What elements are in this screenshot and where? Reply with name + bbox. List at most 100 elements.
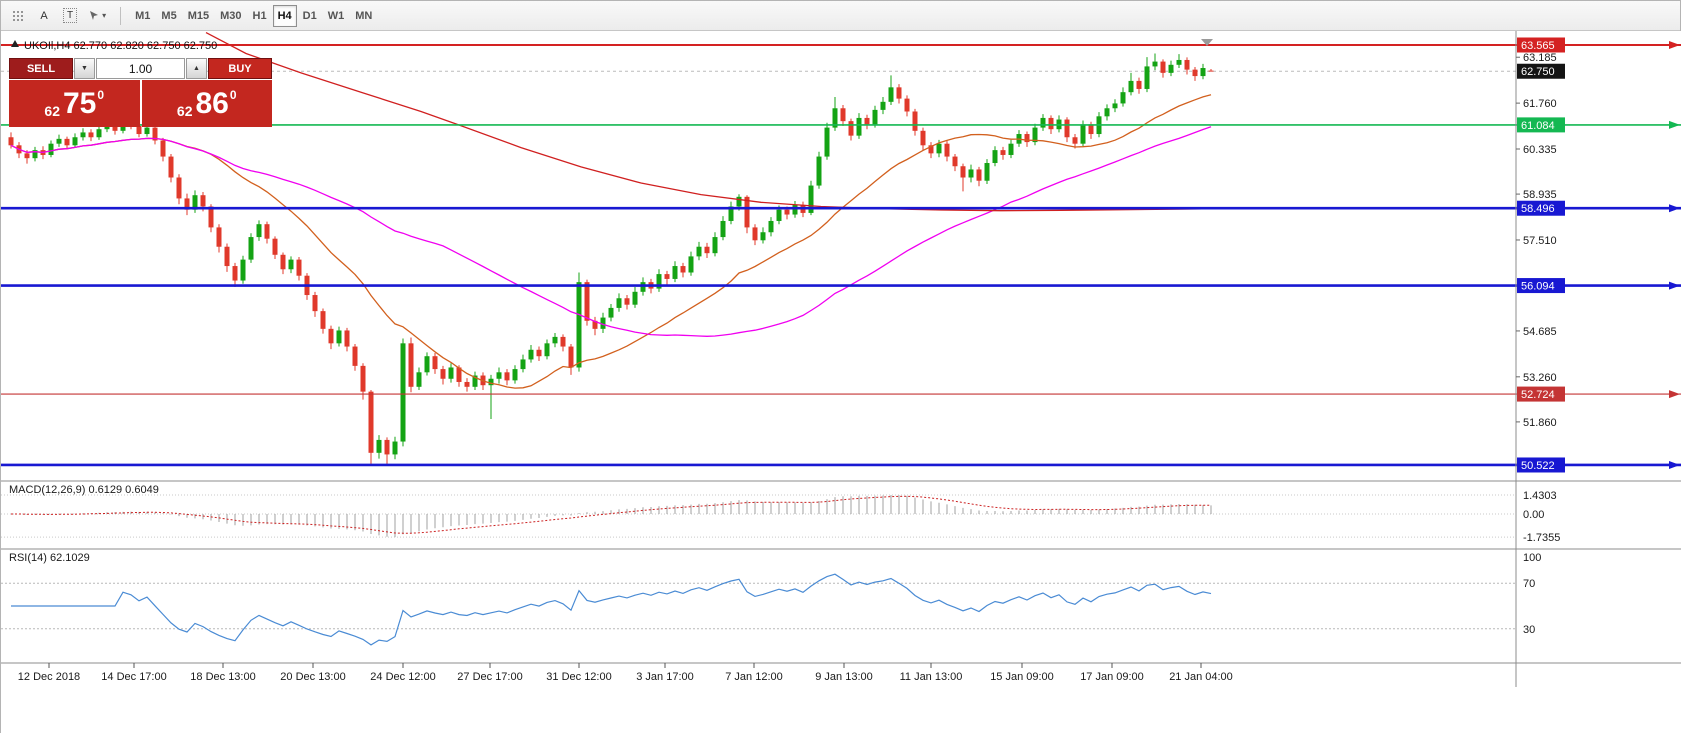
svg-text:52.724: 52.724 xyxy=(1521,389,1555,401)
price-badge-62.750: 62.750 xyxy=(1517,63,1565,79)
hline-edge-marker xyxy=(1669,120,1680,129)
hline-edge-marker xyxy=(1669,204,1680,213)
cursor-shape-icon xyxy=(90,11,99,20)
macd-scale-min: -1.7355 xyxy=(1523,532,1560,544)
time-axis-label: 7 Jan 12:00 xyxy=(725,671,783,683)
time-axis-label: 18 Dec 13:00 xyxy=(190,671,255,683)
timeframe-button-M1[interactable]: M1 xyxy=(130,5,155,27)
candles-layer xyxy=(8,53,1214,466)
shapes-dropdown-button[interactable]: ▾ xyxy=(84,5,111,27)
hline-edge-marker xyxy=(1669,281,1680,290)
symbol-marker-icon xyxy=(11,40,19,47)
timeframe-button-H4[interactable]: H4 xyxy=(272,4,297,27)
chart-canvas[interactable]: 63.185 61.760 60.335 58.935 57.510 54.685 53.2… xyxy=(1,31,1681,733)
time-axis-label: 27 Dec 17:00 xyxy=(457,671,522,683)
caret-up-icon: ▲ xyxy=(193,65,200,72)
timeframe-button-W1[interactable]: W1 xyxy=(323,5,350,27)
dots-grid-icon xyxy=(13,10,23,21)
hline-edge-marker xyxy=(1669,390,1680,399)
caret-down-icon: ▼ xyxy=(81,65,88,72)
price-badge-63.565: 63.565 xyxy=(1517,37,1565,53)
price-badge-50.522: 50.522 xyxy=(1517,457,1565,473)
time-axis-label: 15 Jan 09:00 xyxy=(990,671,1054,683)
text-tool-button[interactable]: A xyxy=(32,5,56,27)
time-axis-label: 14 Dec 17:00 xyxy=(101,671,166,683)
macd-signal-line xyxy=(11,495,1212,534)
macd-histogram xyxy=(18,494,1212,538)
rsi-scale-label: 100 xyxy=(1523,552,1541,564)
ma-slow-line xyxy=(205,32,1214,212)
bid-pips: 75 xyxy=(63,87,97,120)
svg-text:56.094: 56.094 xyxy=(1521,281,1555,293)
price-badge-56.094: 56.094 xyxy=(1517,278,1565,294)
price-tick-label: 54.685 xyxy=(1523,326,1557,338)
price-tick-label: 51.860 xyxy=(1523,417,1557,429)
chevron-down-icon: ▾ xyxy=(102,11,107,20)
price-badge-52.724: 52.724 xyxy=(1517,386,1565,402)
time-axis-label: 20 Dec 13:00 xyxy=(280,671,345,683)
hline-edge-marker xyxy=(1669,41,1680,49)
time-axis-label: 17 Jan 09:00 xyxy=(1080,671,1144,683)
price-tick-label: 58.935 xyxy=(1523,189,1557,201)
label-tool-button[interactable]: T xyxy=(58,5,82,27)
bid-price-display[interactable]: 62 75 0 xyxy=(9,80,140,127)
ask-pipette: 0 xyxy=(229,88,237,102)
svg-text:61.084: 61.084 xyxy=(1521,120,1555,132)
chart-area: 63.185 61.760 60.335 58.935 57.510 54.685 53.2… xyxy=(1,31,1681,733)
rsi-label: RSI(14) 62.1029 xyxy=(9,552,90,564)
svg-text:58.496: 58.496 xyxy=(1521,203,1555,215)
timeframe-toolbar: M1 M5 M15 M30 H1 H4 D1 W1 MN xyxy=(130,4,377,27)
bid-big-figure: 62 xyxy=(44,103,60,119)
chart-shift-marker-icon[interactable] xyxy=(1201,39,1213,46)
timeframe-button-M5[interactable]: M5 xyxy=(156,5,181,27)
symbol-ohlc-label: UKOIl,H4 62.770 62.820 62.750 62.750 xyxy=(24,40,217,52)
volume-increase-button[interactable]: ▲ xyxy=(186,58,207,79)
volume-decrease-button[interactable]: ▼ xyxy=(74,58,95,79)
timeframe-button-M15[interactable]: M15 xyxy=(183,5,214,27)
timeframe-button-H1[interactable]: H1 xyxy=(248,5,272,27)
chart-background xyxy=(1,31,1681,733)
price-axis[interactable]: 63.185 61.760 60.335 58.935 57.510 54.685 53.2… xyxy=(1516,52,1557,429)
quote-prices-row: 62 75 0 62 86 0 xyxy=(9,80,272,127)
time-axis-label: 12 Dec 2018 xyxy=(18,671,80,683)
timeframe-button-M30[interactable]: M30 xyxy=(215,5,246,27)
time-axis-label: 21 Jan 04:00 xyxy=(1169,671,1233,683)
price-badge-61.084: 61.084 xyxy=(1517,117,1565,133)
price-tick-label: 61.760 xyxy=(1523,98,1557,110)
price-tick-label: 63.185 xyxy=(1523,52,1557,64)
ma-mid-line xyxy=(10,126,1212,337)
macd-scale-max: 1.4303 xyxy=(1523,490,1557,502)
buy-button[interactable]: BUY xyxy=(208,58,272,79)
sell-button[interactable]: SELL xyxy=(9,58,73,79)
ask-pips: 86 xyxy=(195,87,229,120)
timeframe-button-MN[interactable]: MN xyxy=(350,5,377,27)
svg-text:50.522: 50.522 xyxy=(1521,460,1555,472)
rsi-scale-label: 70 xyxy=(1523,578,1535,590)
price-tick-label: 60.335 xyxy=(1523,144,1557,156)
grid-tool-icon[interactable] xyxy=(6,5,30,27)
svg-text:63.565: 63.565 xyxy=(1521,40,1555,52)
ask-price-display[interactable]: 62 86 0 xyxy=(141,80,272,127)
timeframe-button-D1[interactable]: D1 xyxy=(298,5,322,27)
time-axis-label: 31 Dec 12:00 xyxy=(546,671,611,683)
hline-edge-marker xyxy=(1669,460,1680,469)
ask-big-figure: 62 xyxy=(176,103,193,119)
label-tool-icon: T xyxy=(63,8,78,23)
svg-text:62.750: 62.750 xyxy=(1521,66,1555,78)
bid-pipette: 0 xyxy=(97,88,105,102)
trade-controls-row: SELL ▼ ▲ BUY xyxy=(9,58,272,79)
rsi-scale-label: 30 xyxy=(1523,624,1535,636)
macd-scale-zero: 0.00 xyxy=(1523,509,1544,521)
price-badge-58.496: 58.496 xyxy=(1517,200,1565,216)
time-axis-label: 24 Dec 12:00 xyxy=(370,671,435,683)
price-tick-label: 57.510 xyxy=(1523,235,1557,247)
time-axis-label: 11 Jan 13:00 xyxy=(900,671,963,683)
volume-input[interactable] xyxy=(96,58,185,79)
time-axis[interactable]: 12 Dec 2018 14 Dec 17:00 18 Dec 13:00 20 De… xyxy=(18,663,1233,683)
price-tick-label: 53.260 xyxy=(1523,372,1557,384)
main-toolbar: A T ▾ M1 M5 M15 M30 H1 H4 D1 W1 MN xyxy=(1,1,1680,31)
rsi-line xyxy=(11,573,1212,646)
text-tool-label: A xyxy=(40,9,48,22)
